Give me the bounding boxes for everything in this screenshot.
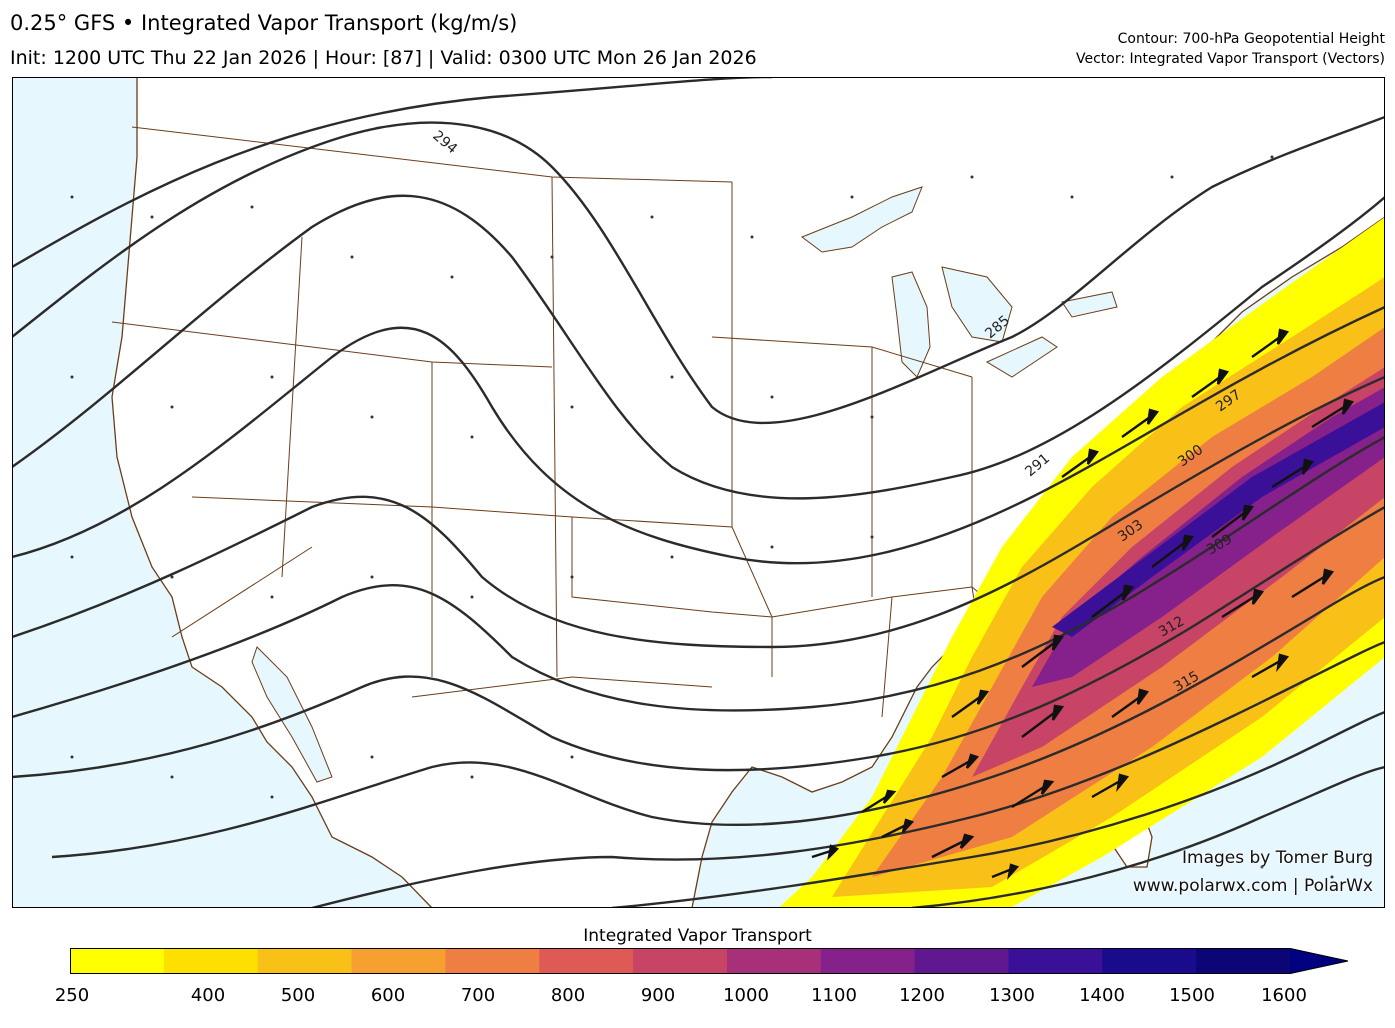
colorbar-segment (445, 948, 540, 974)
calm-vectors (70, 155, 1334, 879)
vector-arrow (1061, 448, 1100, 478)
credit-author: Images by Tomer Burg (1182, 848, 1373, 868)
colorbar-segment (1008, 948, 1103, 974)
colorbar-segment (1196, 948, 1291, 974)
colorbar-segment (351, 948, 446, 974)
colorbar-tick-label: 250 (54, 985, 90, 1006)
state-borders (111, 126, 1103, 728)
vector-arrow (1291, 568, 1335, 599)
vector-arrow (941, 753, 980, 779)
colorbar-tick-label: 1500 (1169, 985, 1215, 1006)
colorbar-tick-label: 1400 (1079, 985, 1125, 1006)
vector-arrow (1211, 504, 1255, 538)
colorbar-segment (914, 948, 1009, 974)
colorbar-tick-label: 600 (370, 985, 406, 1006)
height-contours (12, 77, 1385, 908)
vector-arrow (1151, 534, 1195, 568)
vector-arrow (991, 863, 1020, 880)
colorbar-segment (163, 948, 259, 974)
vector-arrow (1111, 688, 1150, 718)
ivt-map: 294 285 291 297 300 303 309 312 315 (12, 77, 1385, 908)
colorbar-segment (633, 948, 728, 974)
colorbar-segment (726, 948, 822, 974)
colorbar-tick-label: 1200 (899, 985, 945, 1006)
colorbar (70, 948, 1349, 974)
vector-arrow (1251, 653, 1290, 679)
vector-arrow (861, 789, 897, 814)
colorbar-segment (539, 948, 634, 974)
colorbar-tick-label: 700 (460, 985, 496, 1006)
vector-note: Vector: Integrated Vapor Transport (Vect… (1076, 51, 1385, 67)
colorbar-tick-label: 400 (190, 985, 226, 1006)
vector-arrow (1251, 328, 1290, 358)
vector-arrow (951, 689, 990, 718)
colorbar-extension (1290, 948, 1348, 974)
vector-arrow (1091, 584, 1135, 618)
vector-arrow (1021, 634, 1065, 668)
colorbar-tick-label: 1600 (1261, 985, 1307, 1006)
colorbar-tick-label: 900 (640, 985, 676, 1006)
vector-arrow (931, 833, 975, 859)
colorbar-frame (70, 948, 1349, 974)
vector-arrow (1091, 773, 1130, 799)
colorbar-tick-label: 800 (550, 985, 586, 1006)
vector-arrow (1121, 408, 1160, 438)
gulf-of-california (251, 646, 333, 783)
vector-arrow (881, 818, 915, 839)
ivt-shading (772, 217, 1385, 908)
vector-arrow (1271, 458, 1315, 489)
map-frame (12, 77, 1385, 908)
contour-note: Contour: 700-hPa Geopotential Height (1117, 31, 1385, 47)
colorbar-tick-label: 500 (280, 985, 316, 1006)
vector-arrow (1191, 368, 1230, 398)
colorbar-tick-label: 1300 (989, 985, 1035, 1006)
colorbar-segment (820, 948, 916, 974)
colorbar-segment (70, 948, 165, 974)
colorbar-title: Integrated Vapor Transport (583, 926, 812, 946)
vector-arrow (1011, 779, 1055, 809)
colorbar-segment (257, 948, 353, 974)
lake-ontario (1061, 291, 1118, 318)
vector-arrow (1311, 398, 1355, 429)
credit-website: www.polarwx.com | PolarWx (1132, 876, 1373, 896)
lake-erie (985, 336, 1058, 378)
colorbar-tick-label: 1100 (811, 985, 857, 1006)
vector-arrow (1221, 588, 1265, 619)
lake-superior (800, 186, 923, 253)
vector-arrow (811, 844, 840, 861)
colorbar-tick-label: 1000 (723, 985, 769, 1006)
map-title: 0.25° GFS • Integrated Vapor Transport (… (10, 11, 518, 35)
vector-arrow (1021, 704, 1065, 738)
colorbar-segment (1102, 948, 1197, 974)
ivt-vectors (811, 328, 1355, 880)
map-subtitle: Init: 1200 UTC Thu 22 Jan 2026 | Hour: [… (10, 47, 757, 69)
